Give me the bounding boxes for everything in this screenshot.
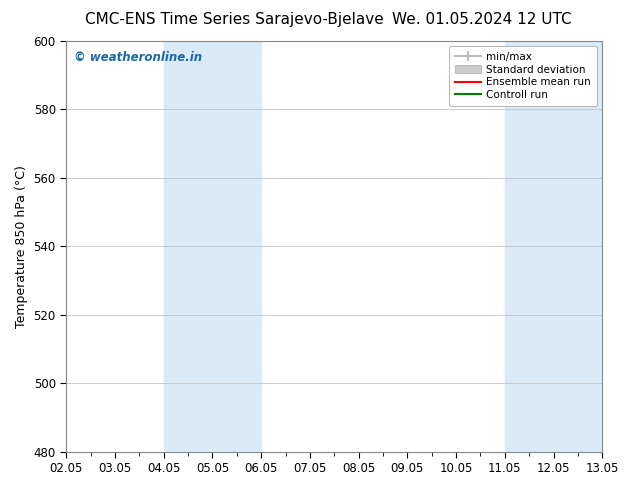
Legend: min/max, Standard deviation, Ensemble mean run, Controll run: min/max, Standard deviation, Ensemble me… bbox=[449, 46, 597, 106]
Text: We. 01.05.2024 12 UTC: We. 01.05.2024 12 UTC bbox=[392, 12, 572, 27]
Text: CMC-ENS Time Series Sarajevo-Bjelave: CMC-ENS Time Series Sarajevo-Bjelave bbox=[85, 12, 384, 27]
Text: © weatheronline.in: © weatheronline.in bbox=[74, 51, 202, 64]
Bar bbox=[505, 41, 602, 452]
Y-axis label: Temperature 850 hPa (°C): Temperature 850 hPa (°C) bbox=[15, 165, 28, 327]
Bar bbox=[164, 41, 261, 452]
